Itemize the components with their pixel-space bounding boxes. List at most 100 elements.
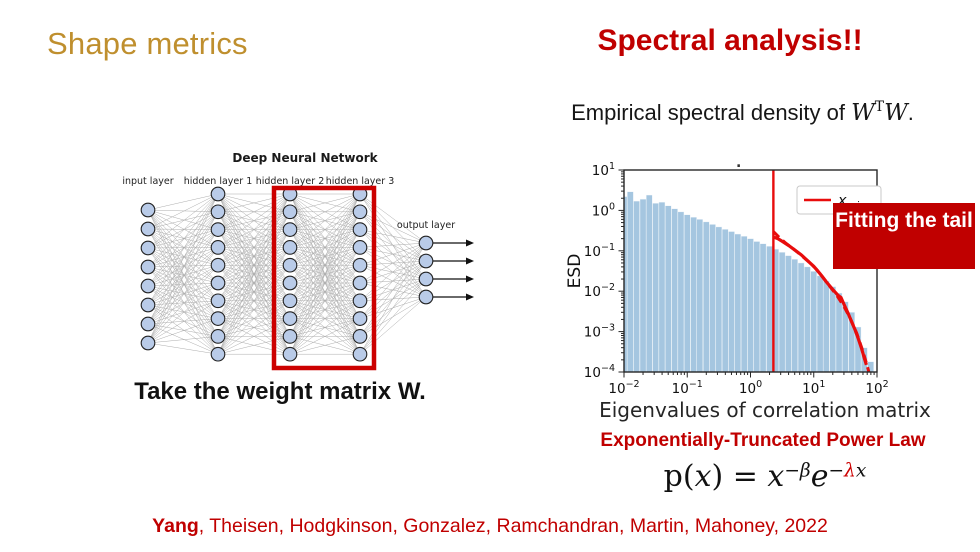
nn-edge [147,229,219,325]
nn-layer-label: hidden layer 2 [256,176,325,187]
nn-edge [147,229,219,268]
nn-edge [289,300,361,355]
nn-edge [217,229,291,355]
nn-edge [359,242,427,319]
nn-edge [147,193,219,325]
nn-edge [217,282,291,337]
nn-edge [147,282,219,325]
nn-edge [217,193,291,284]
nn-edge [289,229,361,301]
nn-edge [289,229,361,355]
histogram-bar [867,361,874,372]
nn-node [352,293,368,309]
formula-exp-x: x [855,460,867,482]
arrow-head-icon [466,257,474,265]
x-tick-label: 102 [865,379,888,397]
histogram-bar [703,221,710,372]
nn-edge [289,282,361,319]
nn-edge [147,266,219,302]
nn-edge [289,193,361,213]
nn-edge [217,193,291,301]
deep-neural-network-figure: Deep Neural Network input layer hidden lay… [122,151,474,371]
nn-edge [147,247,219,301]
nn-edge [289,193,361,266]
nn-edge [289,247,361,284]
nn-edge [147,211,219,268]
nn-edge [147,282,219,287]
nn-edge [217,211,291,248]
y-tick-label: 10−1 [584,242,615,260]
weight-matrix-highlight [271,185,377,371]
nn-edge [147,247,219,355]
nn-edge [147,228,219,230]
nn-edge [217,211,291,230]
nn-edge [359,296,427,319]
nn-edge [289,247,361,355]
matrix-w-symbol: W [851,100,875,126]
histogram-bar [835,292,843,372]
esd-chart: 10−2 10−1 100 101 102 101 100 10−1 10−2 10−3 10−4 E… [565,155,889,397]
nn-edge [217,211,291,301]
y-tick-label: 10−2 [584,282,615,300]
nn-edge [147,229,219,306]
formula-x-arg: x [694,459,712,494]
nn-edge [147,229,219,287]
nn-edge [289,193,361,355]
nn-edge [289,229,361,248]
nn-edge [217,211,291,284]
nn-node [210,311,226,326]
nn-edge [289,211,361,301]
histogram-bar [804,266,811,372]
nn-edge [359,193,427,280]
nn-edge [217,264,291,302]
histogram-bar [677,211,685,372]
histogram-bar [715,226,723,372]
nn-edge [217,193,291,230]
nn-edge [217,265,291,337]
nn-edge [289,229,361,301]
nn-edge [147,211,219,287]
nn-edge [289,211,361,319]
citation-authors: , Theisen, Hodgkinson, Gonzalez, Ramchan… [198,515,828,537]
nn-edge [289,300,361,337]
nn-edge [217,247,291,355]
nn-edge [217,193,291,266]
nn-edge [217,229,291,284]
nn-node [418,271,434,287]
nn-edge [147,209,219,301]
nn-edge [217,318,291,355]
nn-edge [289,229,361,266]
nn-edge [289,211,361,230]
nn-node [140,278,156,294]
nn-edge [289,211,361,337]
nn-edge [289,282,361,337]
spectral-analysis-title: Spectral analysis!! [597,24,863,57]
nn-edge [359,247,427,262]
nn-edge [289,247,361,319]
nn-node [140,316,156,332]
nn-edge [289,211,361,301]
nn-edge [217,247,291,302]
nn-edge [289,193,361,319]
nn-edge [147,247,219,287]
nn-edge [147,209,219,284]
output-arrows [433,239,474,301]
matrix-w-symbol: W [884,100,908,126]
nn-edge [147,318,219,344]
nn-nodes [140,186,434,362]
nn-edge [217,193,291,337]
nn-edge [147,318,219,325]
nn-edge [289,282,361,319]
histogram-bar [829,286,837,372]
nn-edge [217,336,291,355]
histogram-bar [665,205,672,372]
nn-edge [217,193,291,213]
nn-edge [289,247,361,301]
nn-title: Deep Neural Network [232,151,378,165]
nn-edge [359,229,427,280]
nn-node [282,293,298,309]
arrow-head-icon [466,275,474,283]
nn-edge [217,336,291,355]
nn-edge [289,318,361,355]
nn-edge [289,211,361,355]
